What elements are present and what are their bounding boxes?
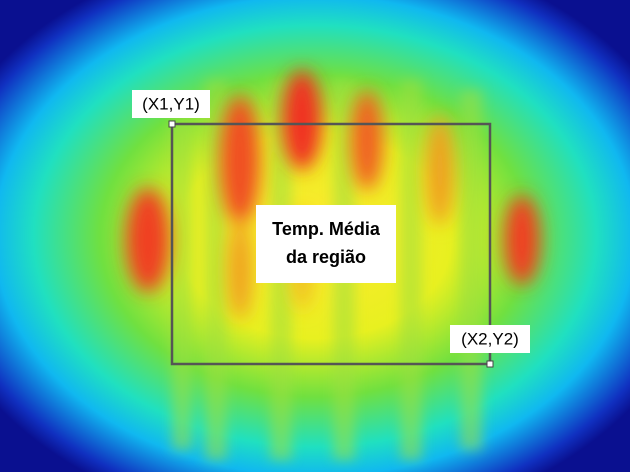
corner-handle <box>168 120 176 128</box>
region-label-box <box>256 205 396 283</box>
region-label: da região <box>286 247 366 267</box>
corner-handle <box>486 360 494 368</box>
label-box <box>132 90 210 118</box>
corner-label: (X1,Y1) <box>142 94 200 113</box>
region-label: Temp. Média <box>272 219 381 239</box>
region-box <box>170 122 492 366</box>
label-box <box>450 325 530 353</box>
hot-spots <box>126 70 540 320</box>
corner-label: (X2,Y2) <box>461 329 519 348</box>
